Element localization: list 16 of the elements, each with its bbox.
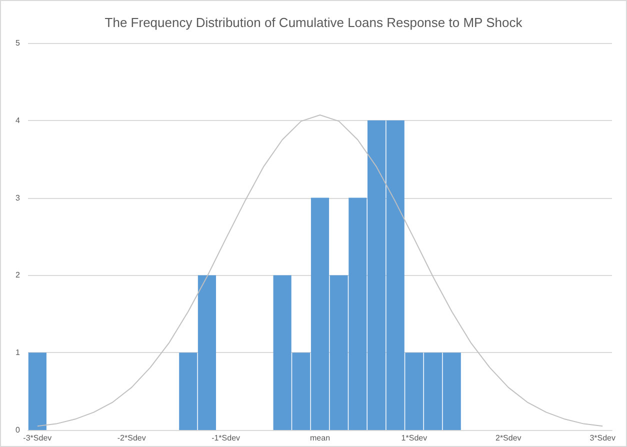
x-tick-label: 2*Sdev	[495, 434, 522, 442]
x-tick-label: -2*Sdev	[117, 434, 146, 442]
line-series	[36, 114, 604, 427]
y-tick-label: 0	[16, 426, 21, 434]
y-tick-label: 1	[16, 348, 21, 358]
x-tick-label: mean	[310, 434, 330, 442]
x-tick-label: -3*Sdev	[23, 434, 52, 442]
y-tick-label: 5	[16, 38, 21, 48]
x-tick-label: -1*Sdev	[212, 434, 240, 442]
x-tick-label: 3*Sdev	[590, 434, 616, 442]
x-tick-label: 1*Sdev	[401, 434, 428, 442]
chart-title: The Frequency Distribution of Cumulative Loans Response to MP Shock	[104, 15, 523, 30]
y-tick-label: 3	[16, 193, 21, 202]
y-tick-label: 4	[16, 116, 21, 125]
bar	[28, 352, 46, 430]
y-tick-label: 2	[16, 270, 21, 280]
